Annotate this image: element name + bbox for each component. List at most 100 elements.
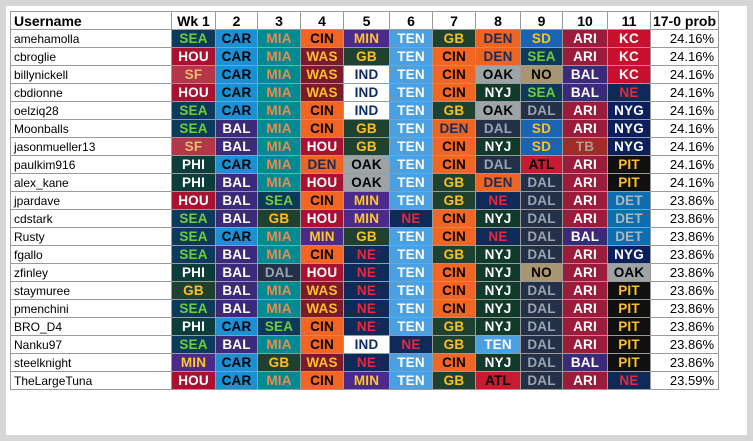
username-cell: jasonmueller13 [10,137,172,156]
team-pick-cell: TEN [389,263,433,282]
team-pick-cell: SEA [171,119,216,138]
username-cell: oelziq28 [10,101,172,120]
team-pick-cell: NE [343,263,390,282]
team-pick-cell: CAR [215,371,258,390]
header-week-4: 4 [300,11,344,30]
team-pick-cell: CIN [432,227,476,246]
team-pick-cell: GB [343,47,390,66]
team-pick-cell: BAL [215,119,258,138]
team-pick-cell: NE [389,335,433,354]
probability-cell: 23.86% [650,353,719,372]
team-pick-cell: CIN [432,137,476,156]
table-row: Nanku97 SEA BAL MIA CIN IND NE GB TEN DAL ARI PIT 23… [10,335,719,354]
team-pick-cell: BAL [562,65,608,84]
team-pick-cell: CAR [215,47,258,66]
team-pick-cell: NYJ [475,209,521,228]
username-cell: TheLargeTuna [10,371,172,390]
team-pick-cell: HOU [171,191,216,210]
team-pick-cell: PHI [171,263,216,282]
table-row: cbroglie HOU CAR MIA WAS GB TEN CIN DEN SEA ARI KC 2… [10,47,719,66]
team-pick-cell: NYG [607,119,651,138]
team-pick-cell: MIA [257,371,301,390]
team-pick-cell: CIN [300,245,344,264]
team-pick-cell: DAL [475,119,521,138]
table-row: Moonballs SEA BAL MIA CIN GB TEN DEN DAL SD ARI NYG… [10,119,719,138]
team-pick-cell: HOU [171,371,216,390]
table-row: fgallo SEA BAL MIA CIN NE TEN GB NYJ DAL ARI NYG 23.… [10,245,719,264]
team-pick-cell: NE [343,281,390,300]
team-pick-cell: SEA [171,29,216,48]
team-pick-cell: TEN [475,335,521,354]
picks-table: Username Wk 1 2 3 4 5 6 7 8 9 10 11 17-0 prob ameham… [10,11,719,390]
team-pick-cell: DAL [520,335,563,354]
table-row: jasonmueller13 SF BAL MIA HOU GB TEN CIN NYJ SD TB… [10,137,719,156]
header-week-5: 5 [343,11,390,30]
team-pick-cell: SF [171,65,216,84]
team-pick-cell: GB [432,191,476,210]
table-row: oelziq28 SEA CAR MIA CIN IND TEN GB OAK DAL ARI NYG… [10,101,719,120]
team-pick-cell: ARI [562,191,608,210]
team-pick-cell: SEA [520,47,563,66]
team-pick-cell: ARI [562,299,608,318]
team-pick-cell: TEN [389,299,433,318]
team-pick-cell: BAL [215,299,258,318]
team-pick-cell: PIT [607,353,651,372]
team-pick-cell: NYG [607,245,651,264]
team-pick-cell: GB [432,371,476,390]
probability-cell: 24.16% [650,119,719,138]
header-week-2: 2 [215,11,258,30]
table-row: zfinley PHI BAL DAL HOU NE TEN CIN NYJ NO ARI OAK 23… [10,263,719,282]
team-pick-cell: DEN [475,29,521,48]
team-pick-cell: KC [607,29,651,48]
probability-cell: 24.16% [650,29,719,48]
team-pick-cell: TEN [389,47,433,66]
team-pick-cell: SEA [257,191,301,210]
team-pick-cell: NE [343,299,390,318]
team-pick-cell: PIT [607,299,651,318]
team-pick-cell: SEA [520,83,563,102]
team-pick-cell: PIT [607,281,651,300]
team-pick-cell: HOU [300,263,344,282]
team-pick-cell: CIN [432,65,476,84]
team-pick-cell: ARI [562,371,608,390]
probability-cell: 23.86% [650,245,719,264]
team-pick-cell: HOU [171,47,216,66]
header-week-8: 8 [475,11,521,30]
team-pick-cell: TEN [389,101,433,120]
team-pick-cell: MIN [171,353,216,372]
username-cell: cbdionne [10,83,172,102]
header-row: Username Wk 1 2 3 4 5 6 7 8 9 10 11 17-0 prob [10,11,719,30]
team-pick-cell: DET [607,227,651,246]
header-probability: 17-0 prob [650,11,719,30]
team-pick-cell: NE [607,83,651,102]
team-pick-cell: NYG [607,101,651,120]
team-pick-cell: ARI [562,47,608,66]
team-pick-cell: TEN [389,317,433,336]
table-row: alex_kane PHI BAL MIA HOU OAK TEN GB DEN DAL ARI PI… [10,173,719,192]
probability-cell: 23.86% [650,227,719,246]
team-pick-cell: OAK [475,65,521,84]
team-pick-cell: SD [520,29,563,48]
table-row: Rusty SEA CAR MIA MIN GB TEN CIN NE DAL BAL DET 23.8… [10,227,719,246]
header-username: Username [10,11,172,30]
team-pick-cell: CIN [300,119,344,138]
team-pick-cell: TEN [389,173,433,192]
username-cell: pmenchini [10,299,172,318]
team-pick-cell: NYJ [475,83,521,102]
team-pick-cell: CIN [432,263,476,282]
team-pick-cell: PHI [171,155,216,174]
team-pick-cell: ARI [562,155,608,174]
team-pick-cell: HOU [171,83,216,102]
team-pick-cell: GB [171,281,216,300]
header-week-10: 10 [562,11,608,30]
team-pick-cell: SEA [171,335,216,354]
username-cell: steelknight [10,353,172,372]
team-pick-cell: DET [607,191,651,210]
probability-cell: 23.86% [650,191,719,210]
username-cell: cbroglie [10,47,172,66]
team-pick-cell: MIN [343,191,390,210]
team-pick-cell: ARI [562,263,608,282]
team-pick-cell: KC [607,65,651,84]
team-pick-cell: SEA [257,317,301,336]
spreadsheet-frame: Username Wk 1 2 3 4 5 6 7 8 9 10 11 17-0 prob ameham… [6,6,747,435]
